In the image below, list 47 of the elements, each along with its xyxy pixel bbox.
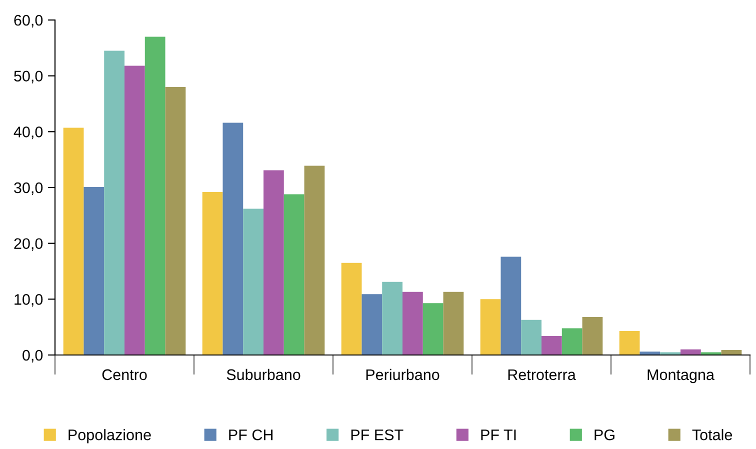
bar (222, 122, 244, 355)
y-tick-label: 0,0 (22, 350, 43, 362)
x-tick-label: Periurbano (366, 368, 440, 380)
bar (124, 66, 145, 355)
bar (104, 50, 124, 355)
bar (500, 256, 522, 355)
bar (680, 349, 701, 355)
bar (362, 294, 382, 355)
bar (165, 87, 186, 355)
bar (422, 303, 444, 355)
bar (582, 317, 603, 355)
y-tick-label: 10,0 (14, 294, 43, 307)
bar (443, 292, 464, 355)
bar (562, 328, 582, 355)
bar (243, 208, 264, 355)
x-tick-label: Retroterra (508, 369, 576, 380)
bar (480, 299, 501, 355)
x-tick-label: Centro (102, 369, 147, 380)
legend-label: PF TI (481, 430, 516, 440)
legend-label: PG (594, 429, 614, 440)
x-tick-label: Suburbano (226, 368, 300, 380)
legend-label: PF CH (229, 429, 272, 440)
legend-label: PF EST (351, 429, 404, 440)
bar (84, 186, 104, 355)
bar (521, 320, 542, 355)
bar (700, 352, 722, 355)
bar (264, 170, 284, 355)
y-tick-label: 60,0 (14, 14, 43, 28)
legend-label: Totale (692, 429, 732, 440)
bar (640, 352, 660, 355)
bar (402, 292, 423, 355)
bar (144, 36, 166, 355)
y-tick-label: 50,0 (14, 70, 43, 84)
bar (382, 282, 402, 355)
bar (304, 166, 325, 355)
x-tick-label: Montagna (648, 369, 714, 384)
legend-label: Popolazione (68, 429, 151, 444)
bar (63, 128, 84, 355)
bar (284, 194, 304, 355)
y-tick-label: 30,0 (14, 182, 43, 195)
bar (542, 336, 562, 355)
bar (341, 262, 362, 355)
bar (619, 330, 640, 355)
y-tick-label: 40,0 (14, 126, 43, 140)
bar (202, 192, 223, 355)
bar (660, 352, 680, 355)
y-tick-label: 20,0 (14, 238, 43, 251)
